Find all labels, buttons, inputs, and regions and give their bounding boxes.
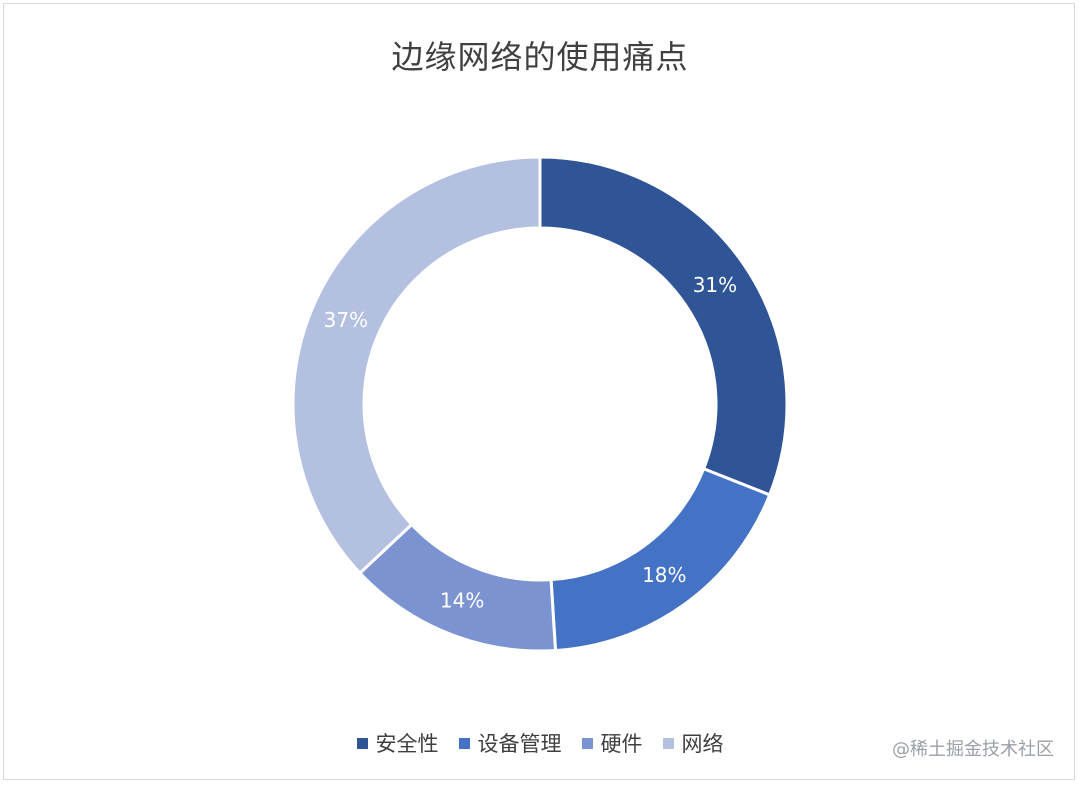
legend-item-network: 网络 <box>662 728 724 758</box>
legend-item-security: 安全性 <box>356 728 439 758</box>
legend-label: 设备管理 <box>477 732 562 756</box>
slice-network <box>291 155 542 576</box>
slice-label: 14% <box>440 589 484 613</box>
slice-security <box>538 155 789 497</box>
legend-swatch <box>662 737 674 749</box>
legend-swatch <box>581 737 593 749</box>
donut-slices <box>291 155 789 653</box>
slice-device-management <box>549 466 772 653</box>
donut-slice-labels: 31% 18% 14% 37% <box>324 273 737 613</box>
legend-swatch <box>356 737 368 749</box>
chart-frame: 边缘网络的使用痛点 31% 18% 14% 37% 安全性 设备管理 硬件 网络 @稀… <box>3 3 1075 780</box>
legend-swatch <box>458 737 470 749</box>
slice-label: 18% <box>642 563 686 587</box>
legend-label: 硬件 <box>600 732 643 756</box>
legend-label: 安全性 <box>375 732 439 756</box>
watermark: @稀土掘金技术社区 <box>892 739 1054 760</box>
slice-label: 37% <box>324 308 368 332</box>
donut-chart: 31% 18% 14% 37% <box>291 155 789 653</box>
legend: 安全性 设备管理 硬件 网络 <box>4 728 1076 758</box>
chart-title: 边缘网络的使用痛点 <box>391 38 689 76</box>
slice-label: 31% <box>693 273 737 297</box>
legend-item-hardware: 硬件 <box>581 728 643 758</box>
legend-label: 网络 <box>681 732 724 756</box>
legend-item-device-management: 设备管理 <box>458 728 562 758</box>
